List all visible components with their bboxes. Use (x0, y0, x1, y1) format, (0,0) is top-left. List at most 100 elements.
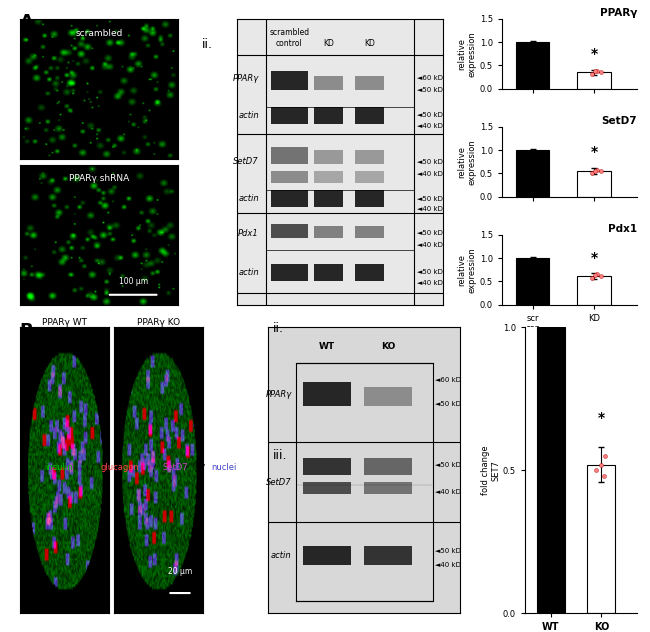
Bar (271, 224, 307, 238)
Bar (515, 150, 549, 197)
Bar (515, 258, 549, 305)
Text: actin: actin (271, 551, 292, 561)
Bar (515, 42, 549, 88)
Text: ii.: ii. (202, 38, 213, 51)
Text: scrambled
control: scrambled control (269, 28, 309, 47)
Bar (588, 465, 616, 613)
Title: PPARγ WT: PPARγ WT (42, 318, 87, 327)
Bar (364, 482, 412, 494)
Bar (271, 190, 307, 207)
Text: ◄40 kD: ◄40 kD (436, 489, 461, 495)
Point (595, 166, 606, 176)
Text: ◄40 kD: ◄40 kD (417, 207, 443, 212)
Text: /: / (153, 463, 155, 472)
Point (596, 459, 606, 470)
Point (598, 471, 608, 481)
Text: ◄40 kD: ◄40 kD (436, 562, 461, 568)
Bar (364, 458, 412, 475)
Bar (355, 107, 384, 124)
Text: ◄60 kD: ◄60 kD (417, 75, 443, 82)
Bar (313, 76, 343, 90)
Text: SetD7: SetD7 (162, 463, 188, 472)
Text: ◄50 kD: ◄50 kD (417, 269, 443, 276)
Bar (313, 150, 343, 164)
Point (590, 465, 601, 475)
Point (592, 269, 603, 279)
Text: nuclei: nuclei (211, 463, 237, 472)
Bar (313, 171, 343, 183)
Title: PPARγ KO: PPARγ KO (137, 318, 180, 327)
Text: SetD7: SetD7 (233, 157, 259, 166)
Text: actin: actin (239, 111, 259, 120)
Text: iii.: iii. (273, 449, 287, 462)
Bar (355, 76, 384, 90)
Bar (364, 387, 412, 406)
Y-axis label: relative
expression: relative expression (458, 31, 477, 76)
Bar (577, 171, 611, 197)
Bar (355, 264, 384, 281)
Point (587, 272, 597, 283)
Y-axis label: fold change
SET7: fold change SET7 (481, 446, 500, 495)
Text: *: * (590, 145, 597, 159)
Bar (355, 171, 384, 183)
Text: ◄40 kD: ◄40 kD (417, 280, 443, 286)
Text: KO: KO (381, 342, 395, 351)
Bar (302, 382, 350, 406)
Text: ◄40 kD: ◄40 kD (417, 242, 443, 248)
Text: ◄50 kD: ◄50 kD (436, 401, 461, 406)
Text: A: A (20, 13, 33, 30)
Text: ◄50 kD: ◄50 kD (417, 87, 443, 94)
Bar (355, 150, 384, 164)
Text: ii.: ii. (273, 322, 284, 336)
Point (592, 164, 603, 174)
Bar (271, 171, 307, 183)
Text: KD: KD (364, 39, 375, 47)
Bar (355, 190, 384, 207)
Text: PPARγ: PPARγ (265, 389, 292, 399)
Text: *: * (590, 47, 597, 61)
Text: *: * (590, 251, 597, 265)
Bar (271, 147, 307, 164)
Point (590, 166, 601, 176)
Point (587, 69, 597, 79)
Bar (313, 190, 343, 207)
Bar (302, 458, 350, 475)
Text: ◄50 kD: ◄50 kD (417, 159, 443, 165)
Bar (313, 264, 343, 281)
Bar (271, 107, 307, 124)
Bar (355, 226, 384, 238)
Text: insulin: insulin (46, 463, 73, 472)
Text: ◄50 kD: ◄50 kD (417, 196, 443, 202)
Text: Pdx1: Pdx1 (608, 224, 637, 234)
Point (600, 451, 610, 461)
Text: ◄40 kD: ◄40 kD (417, 123, 443, 129)
Bar (536, 327, 565, 613)
Text: /: / (91, 463, 94, 472)
Text: scrambled: scrambled (75, 29, 123, 38)
Bar (271, 71, 307, 90)
Text: actin: actin (239, 268, 259, 277)
Y-axis label: relative
expression: relative expression (458, 247, 477, 293)
Bar (577, 276, 611, 305)
Text: SetD7: SetD7 (601, 116, 637, 126)
Text: KD: KD (323, 39, 334, 47)
Text: WT: WT (318, 342, 335, 351)
Point (590, 270, 601, 281)
Point (595, 270, 606, 281)
Text: actin: actin (239, 194, 259, 203)
Text: /: / (202, 463, 204, 472)
Text: glucagon: glucagon (101, 463, 140, 472)
Point (592, 66, 603, 76)
Bar (271, 264, 307, 281)
Text: ◄50 kD: ◄50 kD (417, 112, 443, 118)
Y-axis label: relative
expression: relative expression (458, 139, 477, 185)
Text: ◄40 kD: ◄40 kD (417, 171, 443, 177)
Text: Pdx1: Pdx1 (239, 229, 259, 238)
Text: ◄50 kD: ◄50 kD (417, 230, 443, 236)
Text: B: B (20, 322, 33, 340)
Text: 100 μm: 100 μm (118, 277, 148, 286)
Bar (313, 226, 343, 238)
Text: *: * (598, 411, 605, 425)
Text: ◄50 kD: ◄50 kD (436, 548, 461, 554)
Bar (577, 73, 611, 88)
